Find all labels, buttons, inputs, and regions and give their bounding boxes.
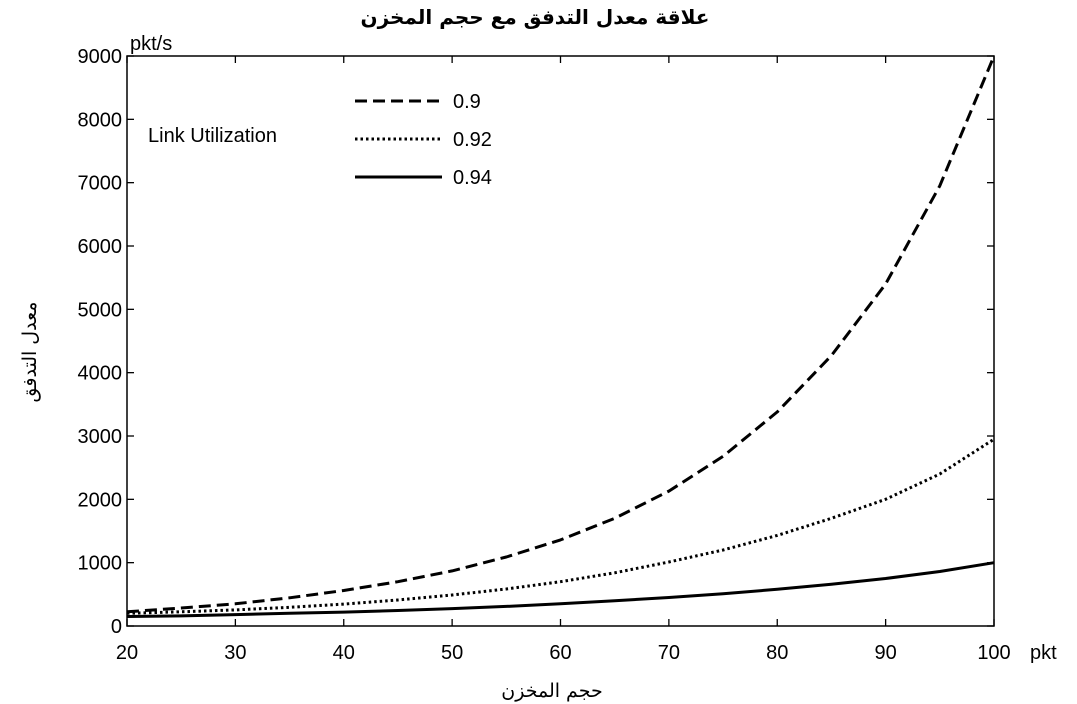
x-tick-label: 40	[333, 642, 355, 664]
y-tick-label: 0	[111, 616, 122, 638]
y-tick-label: 9000	[78, 46, 123, 68]
x-axis-label: حجم المخزن	[501, 680, 602, 702]
y-axis-label: معدل التدفق	[19, 302, 41, 403]
series-lines	[126, 55, 996, 618]
plot-area	[126, 55, 995, 627]
chart-title: علاقة معدل التدفق مع حجم المخزن	[361, 5, 710, 29]
x-tick-label: 30	[224, 642, 246, 664]
legend-title: Link Utilization	[148, 125, 277, 147]
x-tick-label: 90	[875, 642, 897, 664]
y-tick-label: 5000	[78, 299, 123, 321]
y-tick-label: 6000	[78, 236, 123, 258]
y-axis-ticks: 0 1000 2000 3000 4000 5000 6000 7000 8000 9000	[78, 46, 994, 638]
x-tick-label: 80	[766, 642, 788, 664]
x-tick-label: 70	[658, 642, 680, 664]
x-tick-label: 20	[116, 642, 138, 664]
y-unit-label: pkt/s	[130, 33, 172, 55]
legend-label: 0.92	[453, 129, 492, 151]
legend: Link Utilization 0.9 0.92 0.94	[148, 91, 492, 189]
y-tick-label: 3000	[78, 426, 123, 448]
series-line-0.94	[126, 561, 995, 618]
y-tick-label: 2000	[78, 489, 123, 511]
x-tick-label: 50	[441, 642, 463, 664]
series-line-0.92	[126, 437, 995, 615]
y-tick-label: 8000	[78, 109, 123, 131]
y-tick-label: 1000	[78, 553, 123, 575]
series-line-0.9	[126, 55, 996, 614]
legend-label: 0.9	[453, 91, 481, 113]
y-tick-label: 4000	[78, 363, 123, 385]
legend-label: 0.94	[453, 167, 492, 189]
x-unit-label: pkt	[1030, 642, 1057, 664]
y-tick-label: 7000	[78, 173, 123, 195]
x-axis-ticks: 20 30 40 50 60 70 80 90 100	[116, 56, 1011, 664]
x-tick-label: 100	[977, 642, 1010, 664]
x-tick-label: 60	[549, 642, 571, 664]
